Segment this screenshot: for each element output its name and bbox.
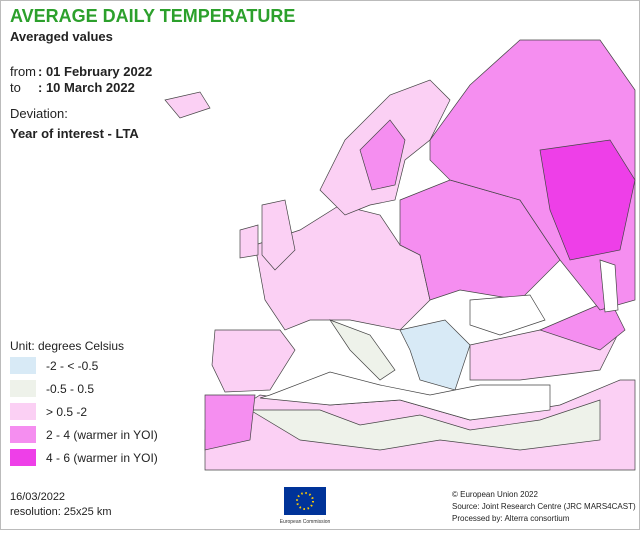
legend-swatch (10, 403, 36, 420)
legend-swatch (10, 357, 36, 374)
logo-text: European Commission (280, 519, 331, 525)
to-value: : 10 March 2022 (38, 80, 135, 95)
eu-logo: European Commission (280, 487, 331, 525)
from-value: : 01 February 2022 (38, 64, 152, 79)
legend-swatch (10, 449, 36, 466)
title: AVERAGE DAILY TEMPERATURE (10, 6, 295, 26)
source: Source: Joint Research Centre (JRC MARS4… (452, 502, 636, 511)
subtitle: Averaged values (10, 29, 113, 44)
processed-by: Processed by: Alterra consortium (452, 514, 570, 523)
to-label: to (10, 80, 21, 95)
from-label: from (10, 64, 36, 79)
legend-label: -0.5 - 0.5 (46, 382, 94, 396)
legend-label: -2 - < -0.5 (46, 359, 99, 373)
resolution: resolution: 25x25 km (10, 506, 112, 518)
legend-swatch (10, 380, 36, 397)
legend-label: 2 - 4 (warmer in YOI) (46, 428, 158, 442)
legend-unit: Unit: degrees Celsius (10, 339, 124, 353)
legend: Unit: degrees Celsius -2 - < -0.5 -0.5 - … (10, 339, 158, 466)
legend-swatch (10, 426, 36, 443)
comparison: Year of interest - LTA (10, 126, 139, 141)
legend-label: 4 - 6 (warmer in YOI) (46, 451, 158, 465)
deviation-label: Deviation: (10, 106, 68, 121)
date: 16/03/2022 (10, 491, 65, 503)
legend-label: > 0.5 -2 (46, 405, 87, 419)
copyright: © European Union 2022 (452, 490, 539, 499)
map (164, 39, 636, 471)
